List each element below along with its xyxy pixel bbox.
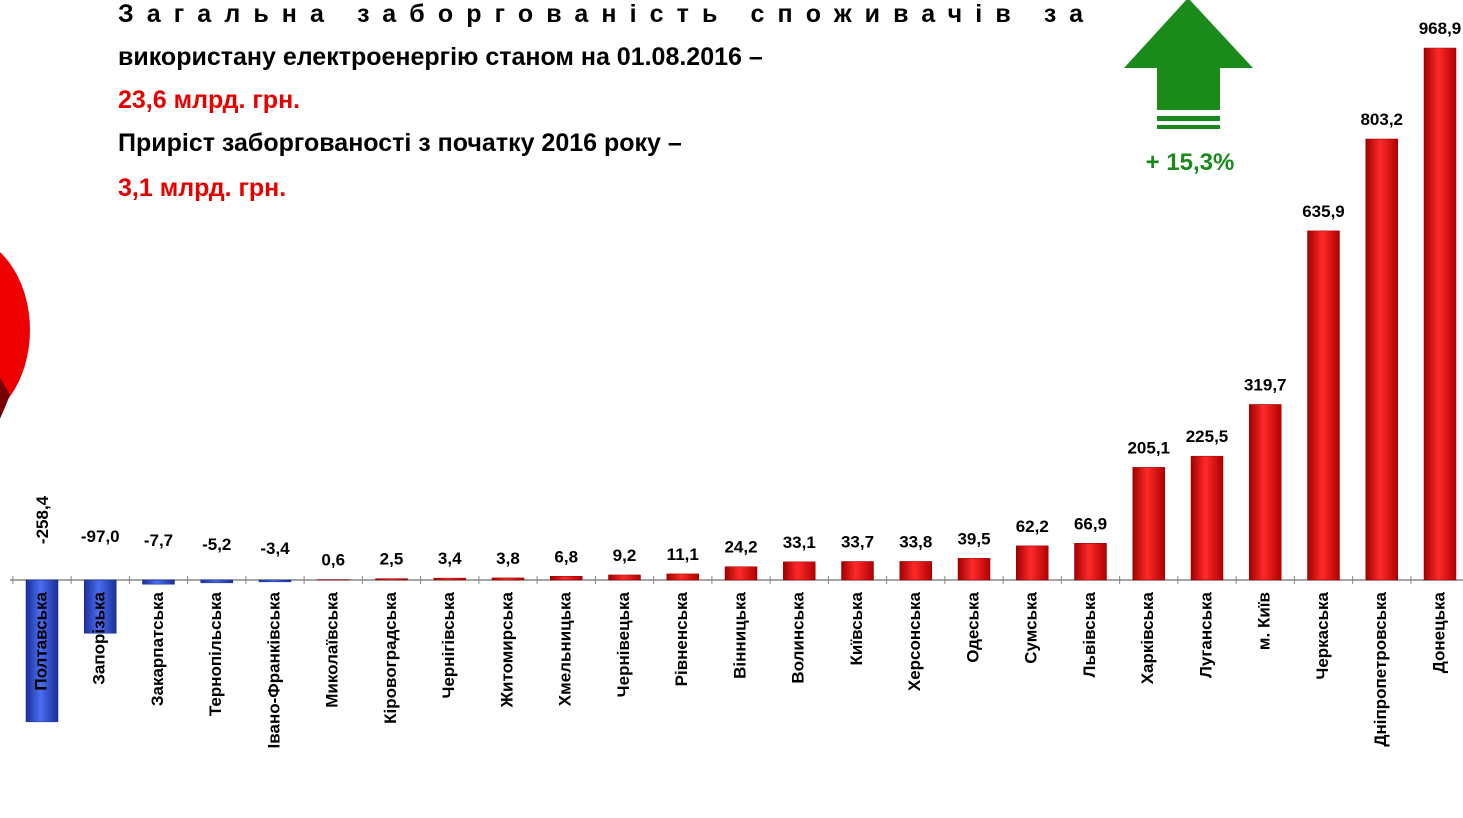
bar — [1191, 456, 1223, 580]
bar — [550, 576, 582, 580]
bar — [1424, 48, 1456, 580]
category-label: Закарпатська — [148, 591, 167, 706]
bar — [434, 578, 466, 580]
category-label: Запорізька — [90, 591, 109, 684]
category-label: Чернівецька — [614, 591, 633, 697]
title-line: Загальна заборгованість споживачів за — [118, 0, 1084, 28]
value-label: 62,2 — [1016, 517, 1049, 536]
category-label: Донецька — [1429, 591, 1448, 673]
value-label: 2,5 — [380, 550, 404, 569]
value-label: 33,7 — [841, 532, 874, 551]
value-label: 968,9 — [1419, 19, 1462, 38]
category-label: Чернігівська — [439, 591, 458, 698]
value-label: 3,8 — [496, 549, 520, 568]
value-label: 39,5 — [957, 529, 990, 548]
bar — [376, 579, 408, 580]
category-label: Хмельницька — [556, 591, 575, 706]
value-label: 33,8 — [899, 532, 932, 551]
category-label: м. Київ — [1255, 592, 1274, 650]
value-label: 0,6 — [321, 551, 345, 570]
bar — [900, 561, 932, 580]
value-label: 24,2 — [724, 538, 757, 557]
bar — [667, 574, 699, 580]
bar — [259, 580, 291, 582]
category-label: Львівська — [1080, 591, 1099, 677]
value-label: 225,5 — [1186, 427, 1229, 446]
category-label: Херсонська — [905, 591, 924, 691]
value-label: -3,4 — [260, 539, 290, 558]
bar — [783, 562, 815, 580]
category-label: Житомирська — [497, 591, 516, 708]
category-label: Сумська — [1022, 591, 1041, 663]
bar — [609, 575, 641, 580]
category-label: Дніпропетровська — [1371, 591, 1390, 746]
category-label: Тернопільська — [206, 591, 225, 716]
bar — [1249, 404, 1281, 580]
bar — [1133, 467, 1165, 580]
title-line: Приріст заборгованості з початку 2016 ро… — [118, 129, 682, 157]
category-label: Рівненська — [672, 591, 691, 686]
slide: Загальна заборгованість споживачів за ви… — [0, 0, 1463, 818]
value-label: 803,2 — [1360, 110, 1403, 129]
bar — [492, 578, 524, 580]
category-label: Одеська — [963, 591, 982, 662]
category-label: Черкаська — [1313, 591, 1332, 679]
arrow-stripe — [1157, 116, 1220, 121]
value-label: -5,2 — [202, 535, 231, 554]
bar — [958, 558, 990, 580]
bar — [201, 580, 233, 583]
category-label: Луганська — [1196, 591, 1215, 678]
value-label: 319,7 — [1244, 375, 1287, 394]
value-label: -7,7 — [144, 531, 173, 550]
bar — [842, 561, 874, 580]
bar — [1366, 139, 1398, 580]
growth-percent: + 15,3% — [1146, 149, 1235, 176]
value-label: 66,9 — [1074, 514, 1107, 533]
value-label: -258,4 — [33, 495, 52, 544]
bar — [1016, 546, 1048, 580]
arrow-stripe — [1157, 125, 1220, 129]
value-label: -97,0 — [81, 527, 120, 546]
value-label: 205,1 — [1127, 438, 1170, 457]
category-label: Полтавська — [31, 591, 50, 690]
category-label: Миколаївська — [323, 591, 342, 707]
value-label: 9,2 — [613, 546, 637, 565]
bar — [143, 580, 175, 584]
category-label: Вінницька — [730, 591, 749, 678]
growth-value: 3,1 млрд. грн. — [118, 174, 286, 202]
category-label: Волинська — [789, 591, 808, 683]
category-label: Київська — [847, 591, 866, 665]
value-label: 11,1 — [667, 545, 699, 564]
value-label: 3,4 — [438, 549, 462, 568]
value-label: 33,1 — [783, 533, 816, 552]
category-label: Івано-Франківська — [264, 591, 283, 748]
bar — [725, 567, 757, 580]
value-label: 635,9 — [1302, 202, 1345, 221]
value-label: 6,8 — [554, 547, 578, 566]
bar — [1308, 231, 1340, 580]
title-line: використану електроенергію станом на 01.… — [118, 43, 763, 71]
category-label: Кіровоградська — [381, 591, 400, 723]
up-arrow — [1124, 0, 1253, 110]
category-label: Харківська — [1138, 591, 1157, 684]
bar — [1075, 543, 1107, 580]
total-value: 23,6 млрд. грн. — [118, 86, 300, 114]
